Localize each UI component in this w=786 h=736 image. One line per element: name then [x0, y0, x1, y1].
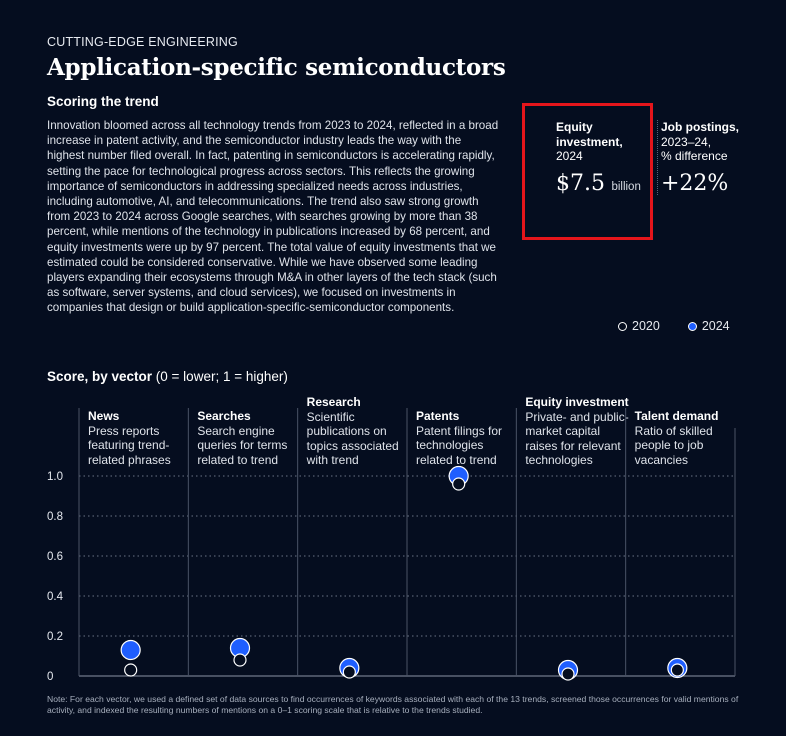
vector-description: Private- and public-market capital raise… [525, 409, 629, 468]
eyebrow: CUTTING-EDGE ENGINEERING [47, 35, 238, 49]
legend-2024-label: 2024 [701, 319, 730, 333]
column-header: News Press reports featuring trend-relate… [88, 409, 192, 467]
equity-kpi-label: Equity investment, 2024 [556, 120, 636, 164]
equity-kpi-label-text: Equity investment, [556, 120, 623, 149]
vector-name: Searches [197, 409, 251, 423]
section-heading: Scoring the trend [47, 94, 159, 109]
equity-kpi-number: $7.5 [556, 171, 605, 196]
y-tick-label: 0.4 [47, 591, 64, 603]
body-paragraph: Innovation bloomed across all technology… [47, 119, 499, 315]
vector-name: Talent demand [634, 409, 719, 423]
vector-name: Patents [416, 409, 460, 423]
vector-name: Research [306, 395, 361, 409]
chart-title-bold: Score, by vector [47, 369, 153, 384]
vector-description: Scientific publications on topics associ… [306, 409, 399, 468]
kpi-highlight-box [522, 103, 653, 240]
chart-legend: 2020 2024 [618, 319, 730, 333]
vector-name: News [88, 409, 120, 423]
vector-description: Ratio of skilled people to job vacancies [634, 423, 713, 467]
vector-name: Equity investment [525, 395, 629, 409]
point-2024 [120, 639, 141, 661]
jobs-kpi-sub: % difference [661, 149, 728, 163]
column-header: Talent demand Ratio of skilled people to … [635, 409, 739, 467]
jobs-kpi-label-text: Job postings, [661, 120, 739, 134]
point-2020 [233, 653, 247, 667]
page-title: Application-specific semiconductors [47, 54, 506, 81]
chart-title: Score, by vector (0 = lower; 1 = higher) [47, 369, 288, 384]
equity-kpi-value: $7.5 billion [556, 171, 641, 196]
jobs-kpi-value: +22% [661, 171, 729, 196]
y-tick-label: 1.0 [47, 471, 63, 483]
equity-kpi-year: 2024 [556, 149, 583, 163]
column-header: Research Scientific publications on topic… [307, 395, 411, 468]
point-2020 [452, 477, 466, 491]
y-tick-label: 0.2 [47, 631, 63, 643]
point-2020 [342, 665, 356, 679]
legend-2024-marker [687, 321, 697, 331]
y-tick-label: 0.8 [47, 511, 63, 523]
y-tick-label: 0 [47, 671, 53, 683]
vector-description: Patent filings for technologies related … [416, 423, 503, 467]
jobs-kpi-range: 2023–24, [661, 134, 712, 149]
chart-title-scale: (0 = lower; 1 = higher) [152, 369, 288, 384]
column-header: Equity investment Private- and public-mar… [525, 395, 629, 468]
y-tick-label: 0.6 [47, 551, 63, 563]
point-2020 [124, 663, 138, 677]
point-2020 [670, 663, 684, 677]
vector-description: Press reports featuring trend-related ph… [88, 423, 171, 467]
legend-2020-label: 2020 [632, 319, 660, 333]
kpi-divider [657, 120, 658, 195]
point-2020 [561, 667, 575, 681]
column-header: Patents Patent filings for technologies r… [416, 409, 520, 467]
equity-kpi-unit: billion [611, 181, 641, 193]
vector-description: Search engine queries for terms related … [197, 423, 288, 467]
legend-2020-marker [618, 321, 627, 331]
column-header: Searches Search engine queries for terms … [197, 409, 301, 467]
jobs-kpi-label: Job postings, 2023–24, % difference [661, 120, 739, 164]
footnote: Note: For each vector, we used a defined… [47, 694, 739, 715]
